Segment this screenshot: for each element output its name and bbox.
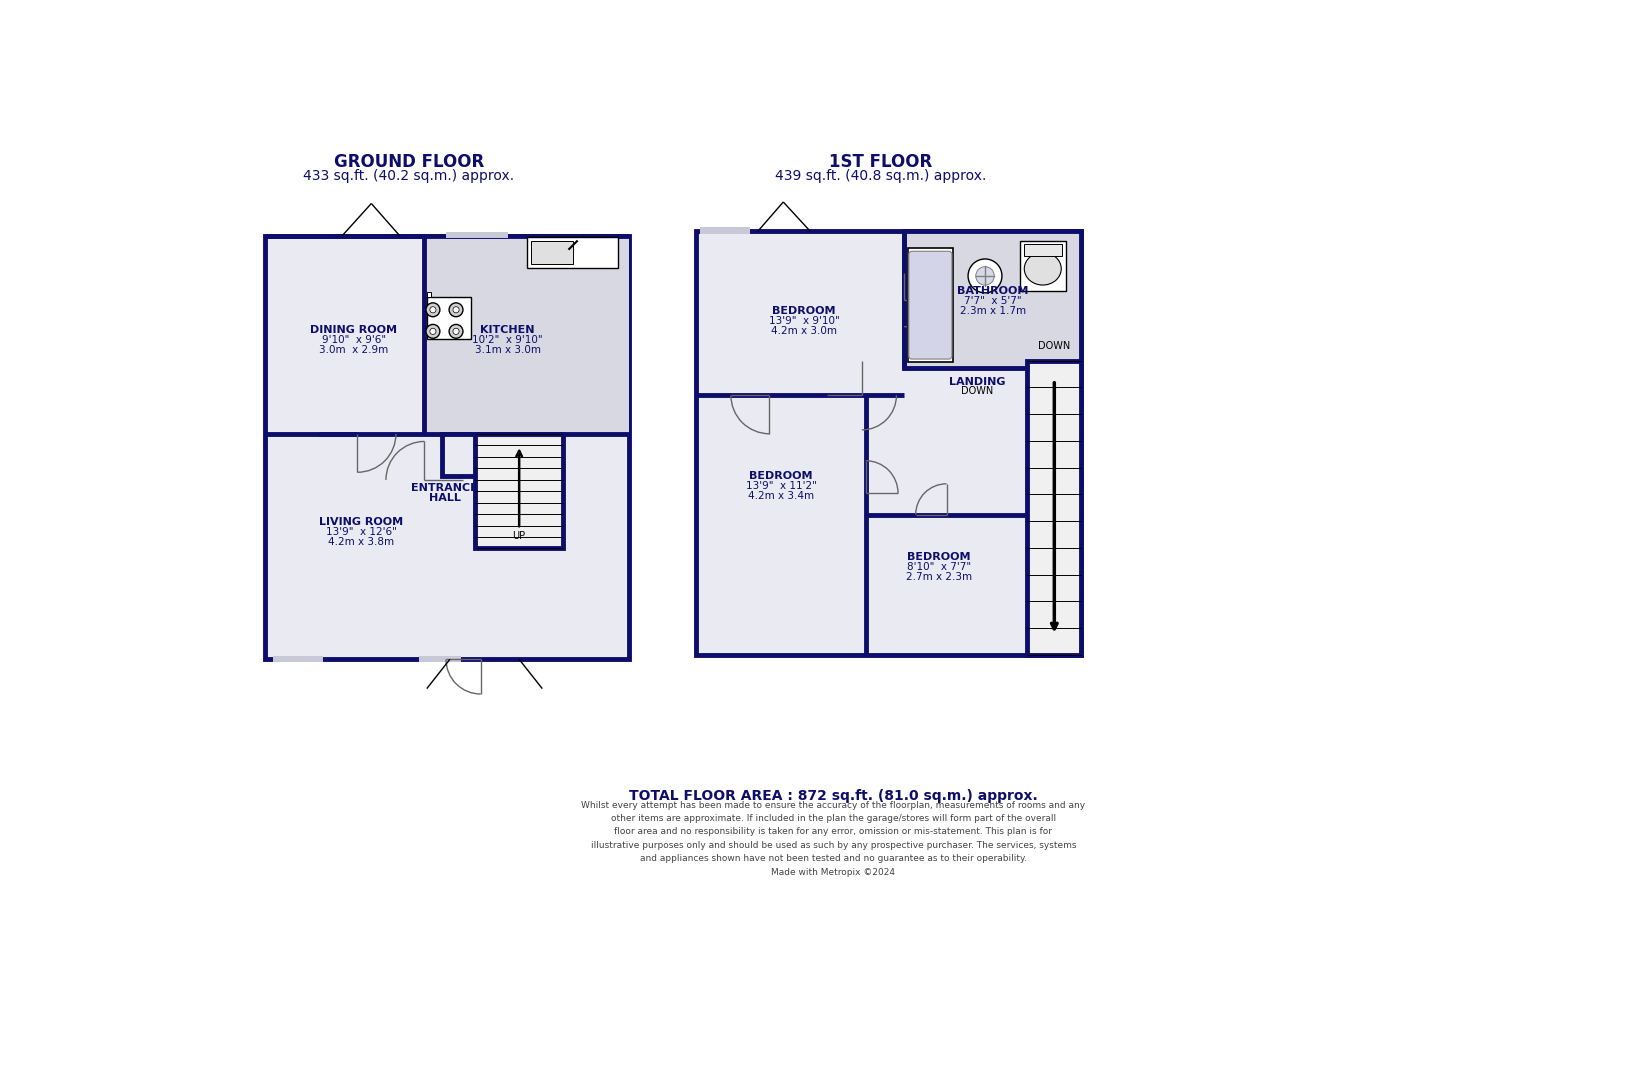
Text: 4.2m x 3.0m: 4.2m x 3.0m [771, 325, 837, 336]
Text: UP: UP [512, 530, 525, 541]
Bar [527, 238, 618, 268]
Text: DINING ROOM: DINING ROOM [311, 325, 397, 335]
Text: 9'10"  x 9'6": 9'10" x 9'6" [322, 335, 385, 345]
Text: BEDROOM: BEDROOM [772, 306, 836, 315]
Bar [426, 297, 472, 339]
Text: 13'9"  x 11'2": 13'9" x 11'2" [746, 481, 816, 491]
Text: 2.3m x 1.7m: 2.3m x 1.7m [959, 307, 1026, 316]
Text: BEDROOM: BEDROOM [750, 471, 813, 481]
Bar [701, 228, 750, 233]
Bar [530, 241, 572, 265]
Bar [265, 235, 629, 660]
Bar [446, 232, 507, 239]
Text: BEDROOM: BEDROOM [907, 552, 971, 562]
Bar [424, 235, 629, 434]
Text: Whilst every attempt has been made to ensure the accuracy of the floorplan, meas: Whilst every attempt has been made to en… [580, 801, 1086, 863]
Text: GROUND FLOOR: GROUND FLOOR [333, 153, 485, 171]
Bar [273, 657, 324, 662]
Bar [475, 434, 563, 549]
Bar [907, 248, 953, 362]
Circle shape [429, 328, 436, 335]
Text: Made with Metropix ©2024: Made with Metropix ©2024 [771, 868, 896, 877]
Text: 10'2"  x 9'10": 10'2" x 9'10" [472, 335, 543, 345]
Circle shape [449, 302, 463, 316]
Circle shape [449, 324, 463, 338]
Text: 3.1m x 3.0m: 3.1m x 3.0m [475, 345, 540, 355]
Bar [420, 657, 462, 662]
Text: LANDING: LANDING [950, 377, 1005, 387]
Text: 3.0m  x 2.9m: 3.0m x 2.9m [319, 345, 389, 355]
Bar [442, 434, 540, 476]
Text: 8'10"  x 7'7": 8'10" x 7'7" [907, 562, 971, 572]
Circle shape [426, 302, 441, 316]
Text: HALL: HALL [429, 492, 460, 502]
Ellipse shape [1024, 253, 1062, 285]
Text: KITCHEN: KITCHEN [480, 325, 535, 335]
Text: 433 sq.ft. (40.2 sq.m.) approx.: 433 sq.ft. (40.2 sq.m.) approx. [304, 168, 514, 183]
Text: 2.7m x 2.3m: 2.7m x 2.3m [906, 572, 972, 582]
Circle shape [967, 259, 1002, 293]
FancyBboxPatch shape [909, 252, 951, 359]
Text: 7'7"  x 5'7": 7'7" x 5'7" [964, 296, 1021, 307]
Text: 13'9"  x 9'10": 13'9" x 9'10" [769, 315, 839, 325]
Text: 13'9"  x 12'6": 13'9" x 12'6" [325, 527, 397, 538]
Text: ENTRANCE: ENTRANCE [411, 483, 478, 492]
Bar [1023, 244, 1062, 256]
Circle shape [976, 267, 993, 285]
Text: 4.2m x 3.4m: 4.2m x 3.4m [748, 491, 815, 501]
Circle shape [454, 307, 459, 313]
Text: 4.2m x 3.8m: 4.2m x 3.8m [328, 538, 395, 548]
Bar [904, 231, 1081, 368]
Text: DOWN: DOWN [1037, 341, 1070, 351]
Text: LIVING ROOM: LIVING ROOM [319, 517, 403, 527]
Bar [1028, 361, 1081, 654]
Text: 1ST FLOOR: 1ST FLOOR [829, 153, 933, 171]
Bar [696, 231, 1081, 654]
Text: BATHROOM: BATHROOM [958, 286, 1028, 296]
Bar [426, 292, 431, 297]
Circle shape [429, 307, 436, 313]
Text: DOWN: DOWN [961, 387, 993, 396]
Text: 439 sq.ft. (40.8 sq.m.) approx.: 439 sq.ft. (40.8 sq.m.) approx. [776, 168, 987, 183]
Circle shape [426, 324, 441, 338]
Bar [1020, 241, 1067, 292]
Circle shape [454, 328, 459, 335]
Text: TOTAL FLOOR AREA : 872 sq.ft. (81.0 sq.m.) approx.: TOTAL FLOOR AREA : 872 sq.ft. (81.0 sq.m… [629, 788, 1037, 802]
